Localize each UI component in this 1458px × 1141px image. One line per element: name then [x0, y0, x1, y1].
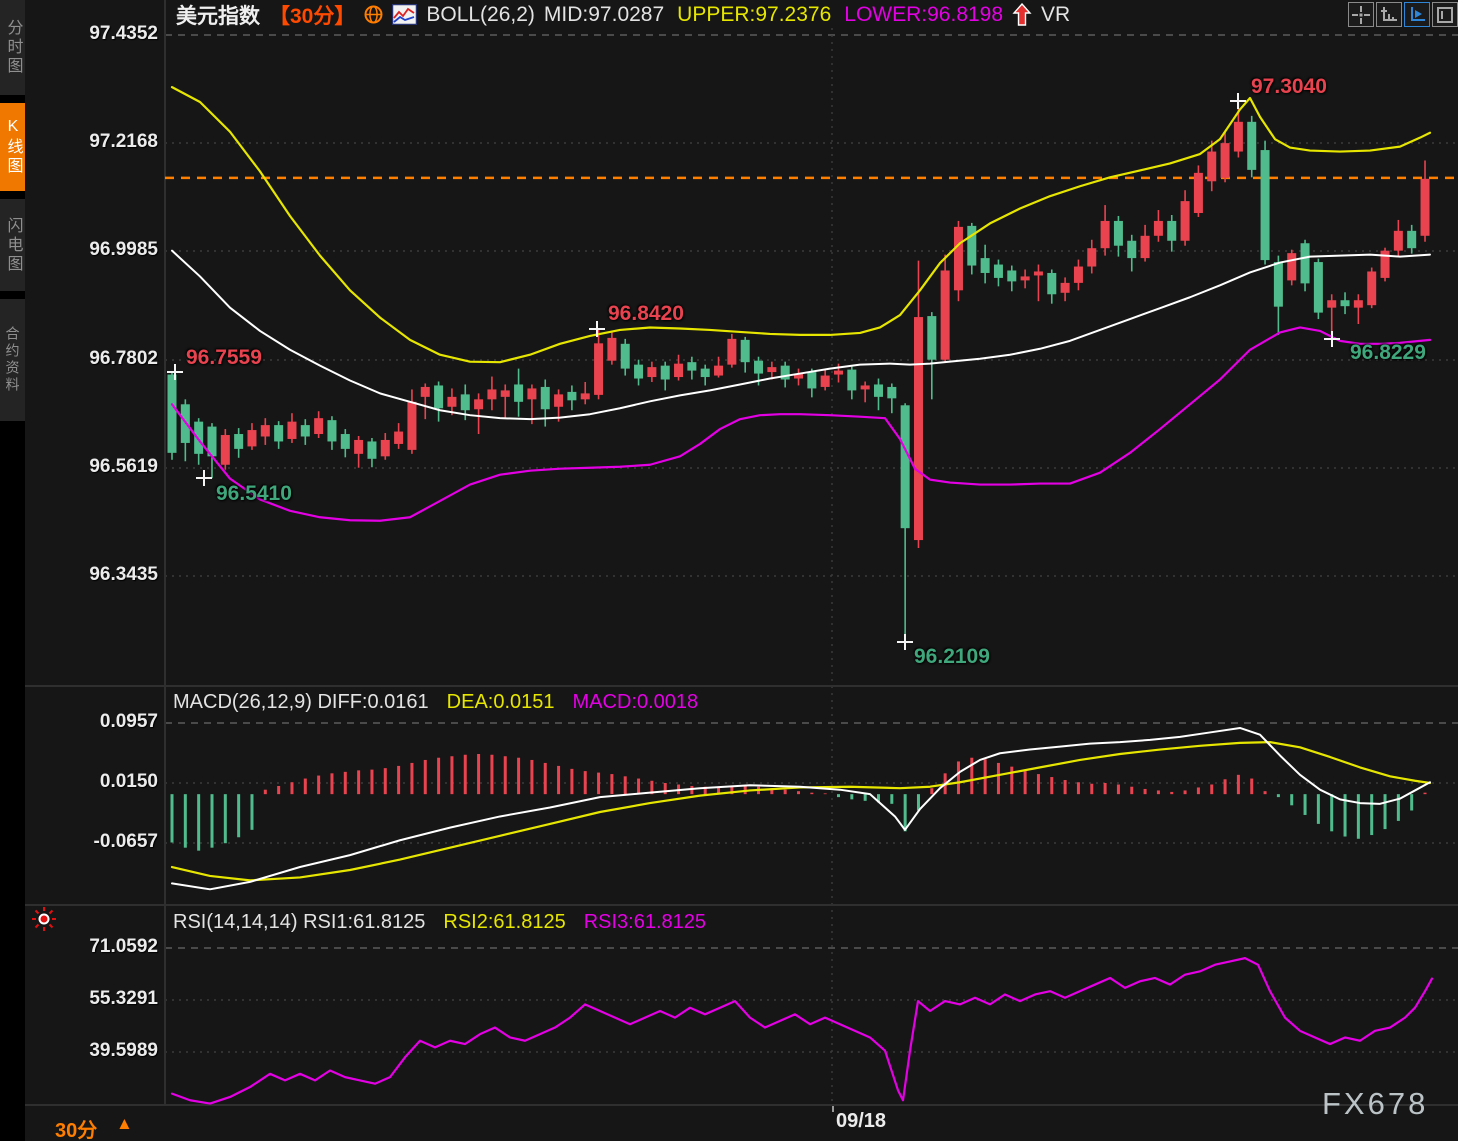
axis-label: 96.3435 — [89, 564, 158, 585]
sidebar-item-label: K线图 — [4, 118, 22, 176]
axis-label: 0.0150 — [99, 771, 158, 792]
axis-label: 0.0957 — [99, 711, 158, 732]
axis-label: 71.0592 — [89, 936, 158, 957]
crosshair-icon — [1352, 5, 1370, 24]
rsi-header: RSI(14,14,14) RSI1:61.8125 RSI2:61.8125 … — [173, 911, 706, 934]
boll-label: BOLL(26,2) — [426, 2, 535, 26]
price-annotation: 96.8229 — [1350, 341, 1426, 364]
period-label[interactable]: 【30分】 — [269, 4, 356, 28]
rsi3-value: RSI3:61.8125 — [583, 911, 707, 933]
sidebar-item-time-chart[interactable]: 分时图 — [0, 0, 25, 95]
vr-label[interactable]: VR — [1041, 2, 1071, 26]
symbol-title: 美元指数 — [176, 4, 260, 28]
macd-value: MACD:0.0018 — [572, 691, 699, 713]
axis-label: 97.2168 — [89, 131, 158, 152]
price-annotation: 97.3040 — [1251, 75, 1327, 98]
axis-label: 55.3291 — [89, 988, 158, 1009]
watermark: FX678 — [1322, 1086, 1429, 1121]
boll-lower-value: LOWER:96.8198 — [844, 2, 1004, 26]
price-annotation: 96.5410 — [216, 482, 292, 505]
axis-label: 39.5989 — [89, 1040, 158, 1061]
price-annotation: 96.7559 — [186, 346, 262, 369]
axis-label: 97.4352 — [89, 23, 158, 44]
footer-period-label[interactable]: 30分 — [55, 1120, 98, 1141]
price-annotation: 96.2109 — [914, 645, 990, 668]
partial-tool-icon — [1437, 6, 1453, 23]
sidebar-item-kline-chart[interactable]: K线图 — [0, 103, 25, 191]
axis-label: 96.5619 — [89, 456, 158, 477]
boll-upper-value: UPPER:97.2376 — [677, 2, 832, 26]
sidebar-item-contract-info[interactable]: 合约资料 — [0, 299, 25, 421]
sidebar-item-label: 合约资料 — [4, 326, 21, 394]
axis-label: -0.0657 — [93, 831, 158, 852]
rsi-params-label: RSI(14,14,14) RSI1:61.8125 — [173, 911, 426, 933]
sidebar-item-flash-chart[interactable]: 闪电图 — [0, 199, 25, 291]
axis-label: 96.9985 — [89, 239, 158, 260]
macd-header: MACD(26,12,9) DIFF:0.0161 DEA:0.0151 MAC… — [173, 691, 698, 714]
partial-tool-button[interactable] — [1432, 2, 1458, 27]
axis-cursor-icon — [1411, 6, 1425, 21]
date-label: 09/18 — [836, 1110, 887, 1132]
toolbar — [1348, 2, 1458, 27]
axis-scale-tool-button[interactable] — [1376, 2, 1402, 27]
axis-scale-icon — [1381, 6, 1397, 21]
globe-icon[interactable] — [364, 5, 383, 24]
alert-dot-icon[interactable] — [30, 905, 58, 938]
axis-cursor-tool-button[interactable] — [1404, 2, 1430, 27]
sidebar-item-label: 分时图 — [4, 19, 22, 76]
crosshair-tool-button[interactable] — [1348, 2, 1374, 27]
boll-mid-value: MID:97.0287 — [543, 2, 665, 26]
main-chart-header: 美元指数 【30分】 BOLL(26,2) MID:97.0287 UPPER:… — [176, 1, 1070, 28]
boll-logo-icon — [392, 4, 418, 25]
up-arrow-icon — [1012, 2, 1032, 27]
rsi2-value: RSI2:61.8125 — [443, 911, 566, 933]
sidebar: 分时图 K线图 闪电图 合约资料 — [0, 0, 25, 1141]
price-annotation: 96.8420 — [608, 302, 684, 325]
macd-params-label: MACD(26,12,9) DIFF:0.0161 — [173, 691, 429, 713]
axis-label: 96.7802 — [89, 348, 158, 369]
sidebar-item-label: 闪电图 — [4, 216, 22, 274]
triangle-up-icon[interactable]: ▲ — [116, 1114, 133, 1133]
macd-dea-value: DEA:0.0151 — [446, 691, 555, 713]
